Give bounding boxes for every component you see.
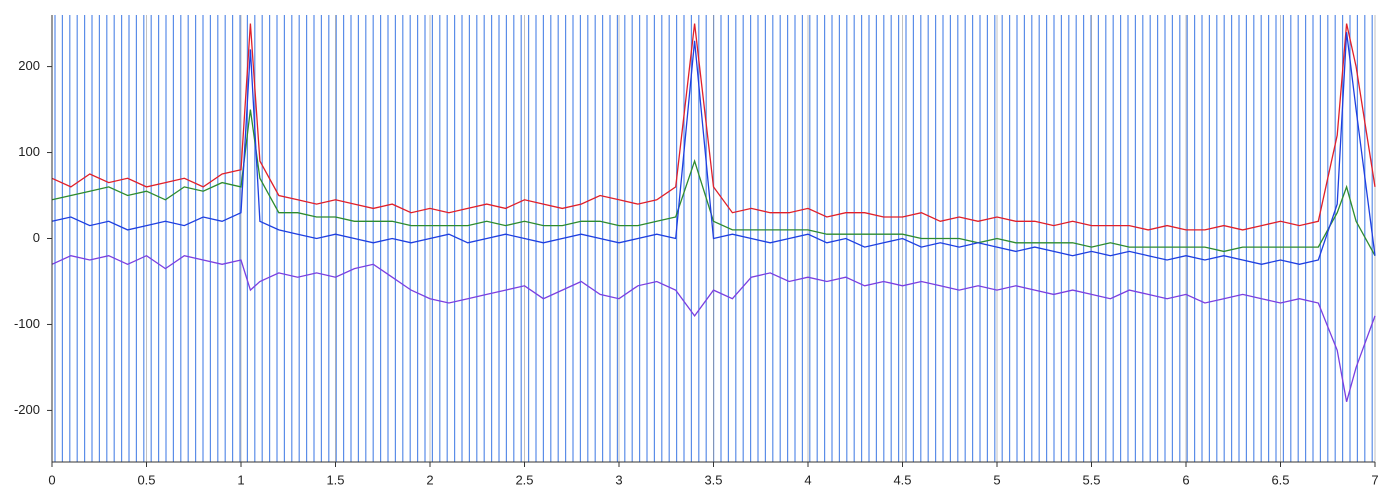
x-tick-label: 2 [426, 472, 433, 487]
x-tick-label: 5.5 [1082, 472, 1100, 487]
x-tick-label: 7 [1371, 472, 1378, 487]
y-tick-label: 100 [18, 144, 40, 159]
x-tick-label: 6 [1182, 472, 1189, 487]
series-line [51, 23, 1376, 231]
y-tick-label: 0 [33, 230, 40, 245]
x-tick-label: 3 [615, 472, 622, 487]
y-tick-label: 200 [18, 58, 40, 73]
series-line [51, 32, 1376, 265]
x-tick-label: 4.5 [893, 472, 911, 487]
x-tick-label: 0 [48, 472, 55, 487]
y-tick-label: -200 [14, 402, 40, 417]
y-tick-label: -100 [14, 316, 40, 331]
x-tick-label: 4 [804, 472, 811, 487]
x-tick-label: 3.5 [704, 472, 722, 487]
series-line [51, 109, 1376, 257]
x-tick-label: 5 [993, 472, 1000, 487]
x-tick-label: 1 [237, 472, 244, 487]
x-tick-label: 0.5 [137, 472, 155, 487]
x-tick-label: 6.5 [1271, 472, 1289, 487]
x-tick-label: 1.5 [326, 472, 344, 487]
series-line [51, 254, 1376, 402]
x-tick-label: 2.5 [515, 472, 533, 487]
